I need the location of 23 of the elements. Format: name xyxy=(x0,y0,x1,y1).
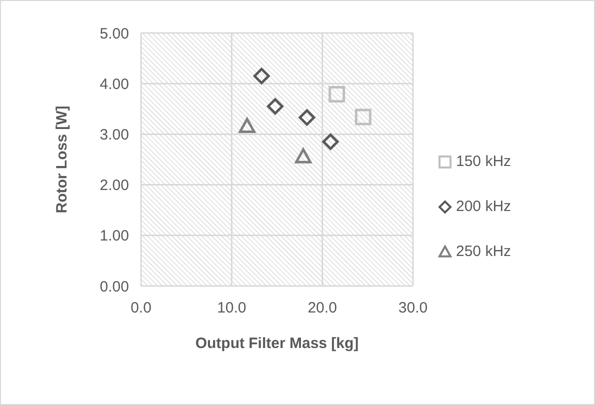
y-axis-title: Rotor Loss [W] xyxy=(53,106,70,214)
y-tick-label: 2.00 xyxy=(100,177,129,194)
point xyxy=(328,86,346,102)
x-tick-label: 30.0 xyxy=(398,300,428,317)
x-tick-label: 0.0 xyxy=(130,300,152,317)
point xyxy=(322,134,339,150)
point xyxy=(266,98,284,115)
legend-label: 200 kHz xyxy=(456,198,512,215)
y-tick-label: 1.00 xyxy=(100,228,129,245)
point xyxy=(298,109,316,126)
point xyxy=(295,148,312,164)
y-tick-label: 5.00 xyxy=(100,25,129,42)
x-tick-label: 10.0 xyxy=(217,300,246,317)
legend-label: 150 kHz xyxy=(456,153,512,170)
y-tick-label: 3.00 xyxy=(100,126,129,144)
point xyxy=(354,108,372,126)
point xyxy=(238,118,256,133)
legend-label: 250 kHz xyxy=(456,243,512,260)
y-tick-label: 4.00 xyxy=(100,76,129,93)
x-axis-title: Output Filter Mass [kg] xyxy=(195,335,359,352)
point xyxy=(253,68,270,84)
y-tick-label: 0.00 xyxy=(100,278,129,296)
x-tick-label: 20.0 xyxy=(308,300,337,317)
